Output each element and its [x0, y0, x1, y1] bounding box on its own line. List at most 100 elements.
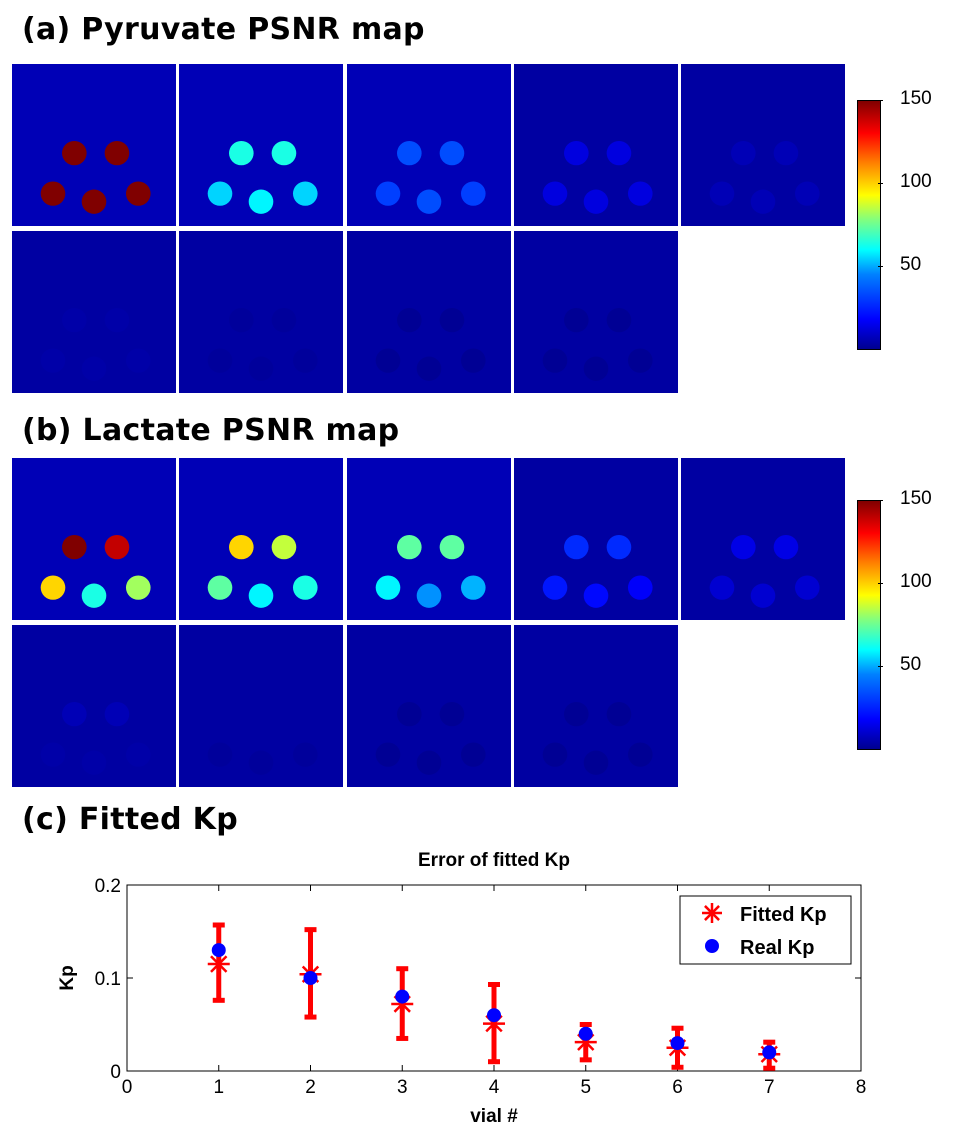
lactate-vial-spot [397, 701, 422, 727]
pyruvate-vial-spot [460, 181, 486, 206]
legend-fitted-kp-marker [702, 903, 722, 923]
panel-c-title: (c) Fitted Kp [22, 802, 238, 837]
pyruvate-vial-spot [125, 181, 151, 206]
pyruvate-map-tile [347, 64, 511, 226]
lactate-colorbar-tick [878, 583, 883, 584]
pyruvate-map-tile [12, 64, 176, 226]
lactate-vial-spot [292, 575, 318, 600]
pyruvate-map-tile [179, 64, 343, 226]
pyruvate-vial-spot [207, 181, 233, 206]
lactate-vial-spot [606, 534, 632, 560]
lactate-colorbar-label-100: 100 [900, 571, 932, 592]
lactate-vial-spot [542, 742, 568, 767]
lactate-vial-spot [773, 534, 799, 560]
lactate-map-tile [514, 458, 678, 620]
lactate-vial-spot [460, 742, 486, 767]
pyruvate-vial-spot [271, 307, 297, 333]
lactate-colorbar-tick [878, 500, 883, 501]
pyruvate-vial-spot [397, 307, 422, 333]
y-tick-label: 0 [110, 1062, 121, 1083]
lactate-vial-spot [542, 575, 568, 600]
lactate-vial-spot [81, 583, 107, 608]
legend-real-kp-marker [705, 939, 719, 953]
y-axis-label: Kp [57, 965, 78, 990]
lactate-vial-spot [416, 583, 442, 608]
pyruvate-vial-spot [248, 356, 274, 381]
lactate-map-tile [347, 625, 511, 787]
pyruvate-colorbar-label-150: 150 [900, 88, 932, 109]
lactate-vial-spot [583, 750, 609, 775]
real-kp-point [670, 1036, 685, 1051]
legend-fitted-kp-label: Fitted Kp [740, 904, 827, 926]
lactate-vial-spot [229, 701, 254, 727]
chart-title: Error of fitted Kp [418, 850, 570, 871]
pyruvate-vial-spot [397, 140, 422, 166]
pyruvate-vial-spot [40, 181, 66, 206]
lactate-vial-spot [794, 575, 820, 600]
lactate-vial-spot [606, 701, 632, 727]
x-tick-label: 7 [764, 1077, 775, 1098]
lactate-vial-spot [271, 534, 297, 560]
pyruvate-vial-spot [207, 348, 233, 373]
pyruvate-vial-spot [542, 348, 568, 373]
x-tick-label: 4 [489, 1077, 500, 1098]
lactate-vial-spot [627, 575, 653, 600]
pyruvate-map-tile [514, 64, 678, 226]
real-kp-point [211, 943, 226, 958]
lactate-map-tile [514, 625, 678, 787]
lactate-vial-spot [207, 742, 233, 767]
lactate-vial-spot [627, 742, 653, 767]
pyruvate-vial-spot [229, 140, 254, 166]
lactate-vial-spot [439, 701, 465, 727]
x-tick-label: 8 [856, 1077, 867, 1098]
lactate-vial-spot [292, 742, 318, 767]
lactate-vial-spot [564, 534, 589, 560]
pyruvate-vial-spot [583, 189, 609, 214]
pyruvate-colorbar-tick [878, 183, 883, 184]
pyruvate-vial-spot [750, 189, 776, 214]
x-axis-label: vial # [470, 1106, 518, 1127]
pyruvate-colorbar-label-100: 100 [900, 171, 932, 192]
lactate-map-tile [347, 458, 511, 620]
pyruvate-colorbar-tick [878, 100, 883, 101]
pyruvate-vial-spot [606, 307, 632, 333]
pyruvate-map-tile [347, 231, 511, 393]
lactate-vial-spot [731, 534, 756, 560]
pyruvate-vial-spot [375, 348, 401, 373]
x-tick-label: 2 [305, 1077, 316, 1098]
panel-a-title: (a) Pyruvate PSNR map [22, 12, 425, 47]
lactate-vial-spot [40, 575, 66, 600]
pyruvate-vial-spot [125, 348, 151, 373]
pyruvate-vial-spot [564, 140, 589, 166]
real-kp-point [578, 1026, 593, 1041]
pyruvate-vial-spot [62, 307, 87, 333]
x-tick-label: 3 [397, 1077, 408, 1098]
lactate-colorbar-label-150: 150 [900, 488, 932, 509]
pyruvate-vial-spot [375, 181, 401, 206]
lactate-vial-spot [125, 575, 151, 600]
lactate-vial-spot [62, 701, 87, 727]
pyruvate-colorbar-tick [878, 266, 883, 267]
lactate-vial-spot [62, 534, 87, 560]
x-tick-label: 5 [580, 1077, 591, 1098]
lactate-vial-spot [229, 534, 254, 560]
lactate-vial-spot [81, 750, 107, 775]
pyruvate-vial-spot [460, 348, 486, 373]
lactate-vial-spot [248, 750, 274, 775]
pyruvate-vial-spot [104, 307, 130, 333]
lactate-vial-spot [125, 742, 151, 767]
pyruvate-vial-spot [439, 307, 465, 333]
pyruvate-vial-spot [731, 140, 756, 166]
pyruvate-vial-spot [62, 140, 87, 166]
y-tick-label: 0.2 [95, 876, 121, 897]
pyruvate-vial-spot [627, 181, 653, 206]
real-kp-point [762, 1045, 777, 1060]
lactate-map-tile [12, 458, 176, 620]
y-tick-label: 0.1 [95, 969, 121, 990]
legend: Fitted Kp Real Kp [679, 895, 852, 965]
pyruvate-colorbar [857, 100, 881, 350]
kp-error-chart: Error of fitted Kp vial # Kp 0 1 2 3 4 5 6 7 8 0 0… [57, 850, 867, 1127]
pyruvate-vial-spot [416, 189, 442, 214]
pyruvate-vial-spot [292, 181, 318, 206]
lactate-vial-spot [416, 750, 442, 775]
